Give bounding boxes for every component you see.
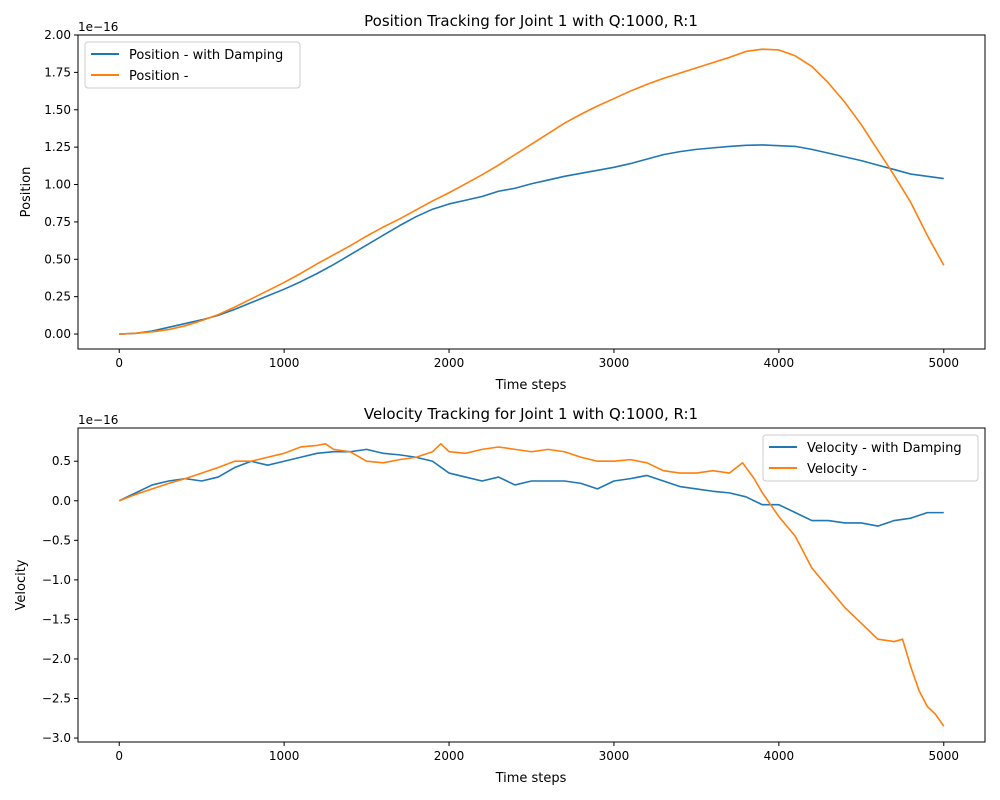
position-y-tick-label: 2.00 bbox=[44, 28, 71, 42]
velocity-x-tick-label: 5000 bbox=[928, 749, 959, 763]
velocity-legend-label-plain: Velocity - bbox=[807, 462, 867, 477]
velocity-x-tick-label: 3000 bbox=[599, 749, 630, 763]
position-series-line-damping bbox=[119, 144, 944, 335]
position-legend: Position - with Damping Position - bbox=[84, 41, 301, 89]
position-offset-text: 1e−16 bbox=[78, 20, 118, 34]
velocity-y-tick-label: −1.5 bbox=[42, 612, 71, 626]
velocity-ticks: 0 1000 2000 3000 4000 5000 0.5 0.0 −0.5 −1.0 −1.5 −… bbox=[42, 454, 959, 763]
velocity-series-lines bbox=[118, 443, 945, 727]
velocity-legend: Velocity - with Damping Velocity - bbox=[762, 434, 979, 482]
position-y-tick-label: 0.75 bbox=[44, 215, 71, 229]
position-y-tick-label: 1.25 bbox=[44, 140, 71, 154]
position-series-lines bbox=[119, 48, 945, 335]
velocity-chart: Velocity Tracking for Joint 1 with Q:100… bbox=[14, 405, 986, 786]
velocity-legend-label-damping: Velocity - with Damping bbox=[807, 441, 962, 456]
position-x-tick-label: 5000 bbox=[928, 356, 959, 370]
position-x-tick-label: 0 bbox=[115, 356, 123, 370]
position-series-line-plain bbox=[119, 48, 945, 335]
velocity-y-tick-label: −1.0 bbox=[42, 573, 71, 587]
velocity-x-tick-label: 1000 bbox=[269, 749, 300, 763]
velocity-y-axis-label: Velocity bbox=[14, 559, 29, 610]
velocity-y-tick-label: −3.0 bbox=[42, 731, 71, 745]
velocity-y-tick-label: −0.5 bbox=[42, 533, 71, 547]
position-ticks: 0 1000 2000 3000 4000 5000 0.00 0.25 0.50 0.75 1.0… bbox=[44, 28, 959, 370]
position-x-tick-label: 1000 bbox=[269, 356, 300, 370]
velocity-offset-text: 1e−16 bbox=[78, 413, 118, 427]
velocity-series-line-damping bbox=[118, 448, 944, 527]
position-x-tick-label: 4000 bbox=[764, 356, 795, 370]
position-y-tick-label: 0.25 bbox=[44, 290, 71, 304]
velocity-x-tick-label: 4000 bbox=[764, 749, 795, 763]
velocity-y-tick-label: 0.0 bbox=[52, 494, 71, 508]
position-y-tick-label: 1.50 bbox=[44, 103, 71, 117]
velocity-series-line-plain bbox=[118, 443, 945, 727]
position-chart: Position Tracking for Joint 1 with Q:100… bbox=[19, 12, 986, 393]
position-y-tick-label: 1.75 bbox=[44, 65, 71, 79]
position-x-tick-label: 3000 bbox=[599, 356, 630, 370]
position-legend-label-damping: Position - with Damping bbox=[129, 48, 283, 63]
velocity-x-tick-label: 2000 bbox=[434, 749, 465, 763]
velocity-axes-frame bbox=[77, 427, 986, 743]
position-y-axis-label: Position bbox=[19, 167, 34, 218]
velocity-x-axis-label: Time steps bbox=[495, 771, 567, 786]
velocity-legend-box bbox=[762, 434, 979, 482]
position-x-tick-label: 2000 bbox=[434, 356, 465, 370]
position-chart-title: Position Tracking for Joint 1 with Q:100… bbox=[364, 12, 698, 30]
position-legend-label-plain: Position - bbox=[129, 69, 189, 84]
velocity-y-tick-label: −2.0 bbox=[42, 652, 71, 666]
position-y-tick-label: 1.00 bbox=[44, 178, 71, 192]
velocity-y-tick-label: −2.5 bbox=[42, 691, 71, 705]
position-axes-frame bbox=[77, 34, 986, 350]
position-legend-box bbox=[84, 41, 301, 89]
position-y-tick-label: 0.00 bbox=[44, 327, 71, 341]
position-x-axis-label: Time steps bbox=[495, 378, 567, 393]
velocity-y-tick-label: 0.5 bbox=[52, 454, 71, 468]
velocity-x-tick-label: 0 bbox=[115, 749, 123, 763]
velocity-chart-title: Velocity Tracking for Joint 1 with Q:100… bbox=[364, 405, 698, 423]
position-y-tick-label: 0.50 bbox=[44, 252, 71, 266]
